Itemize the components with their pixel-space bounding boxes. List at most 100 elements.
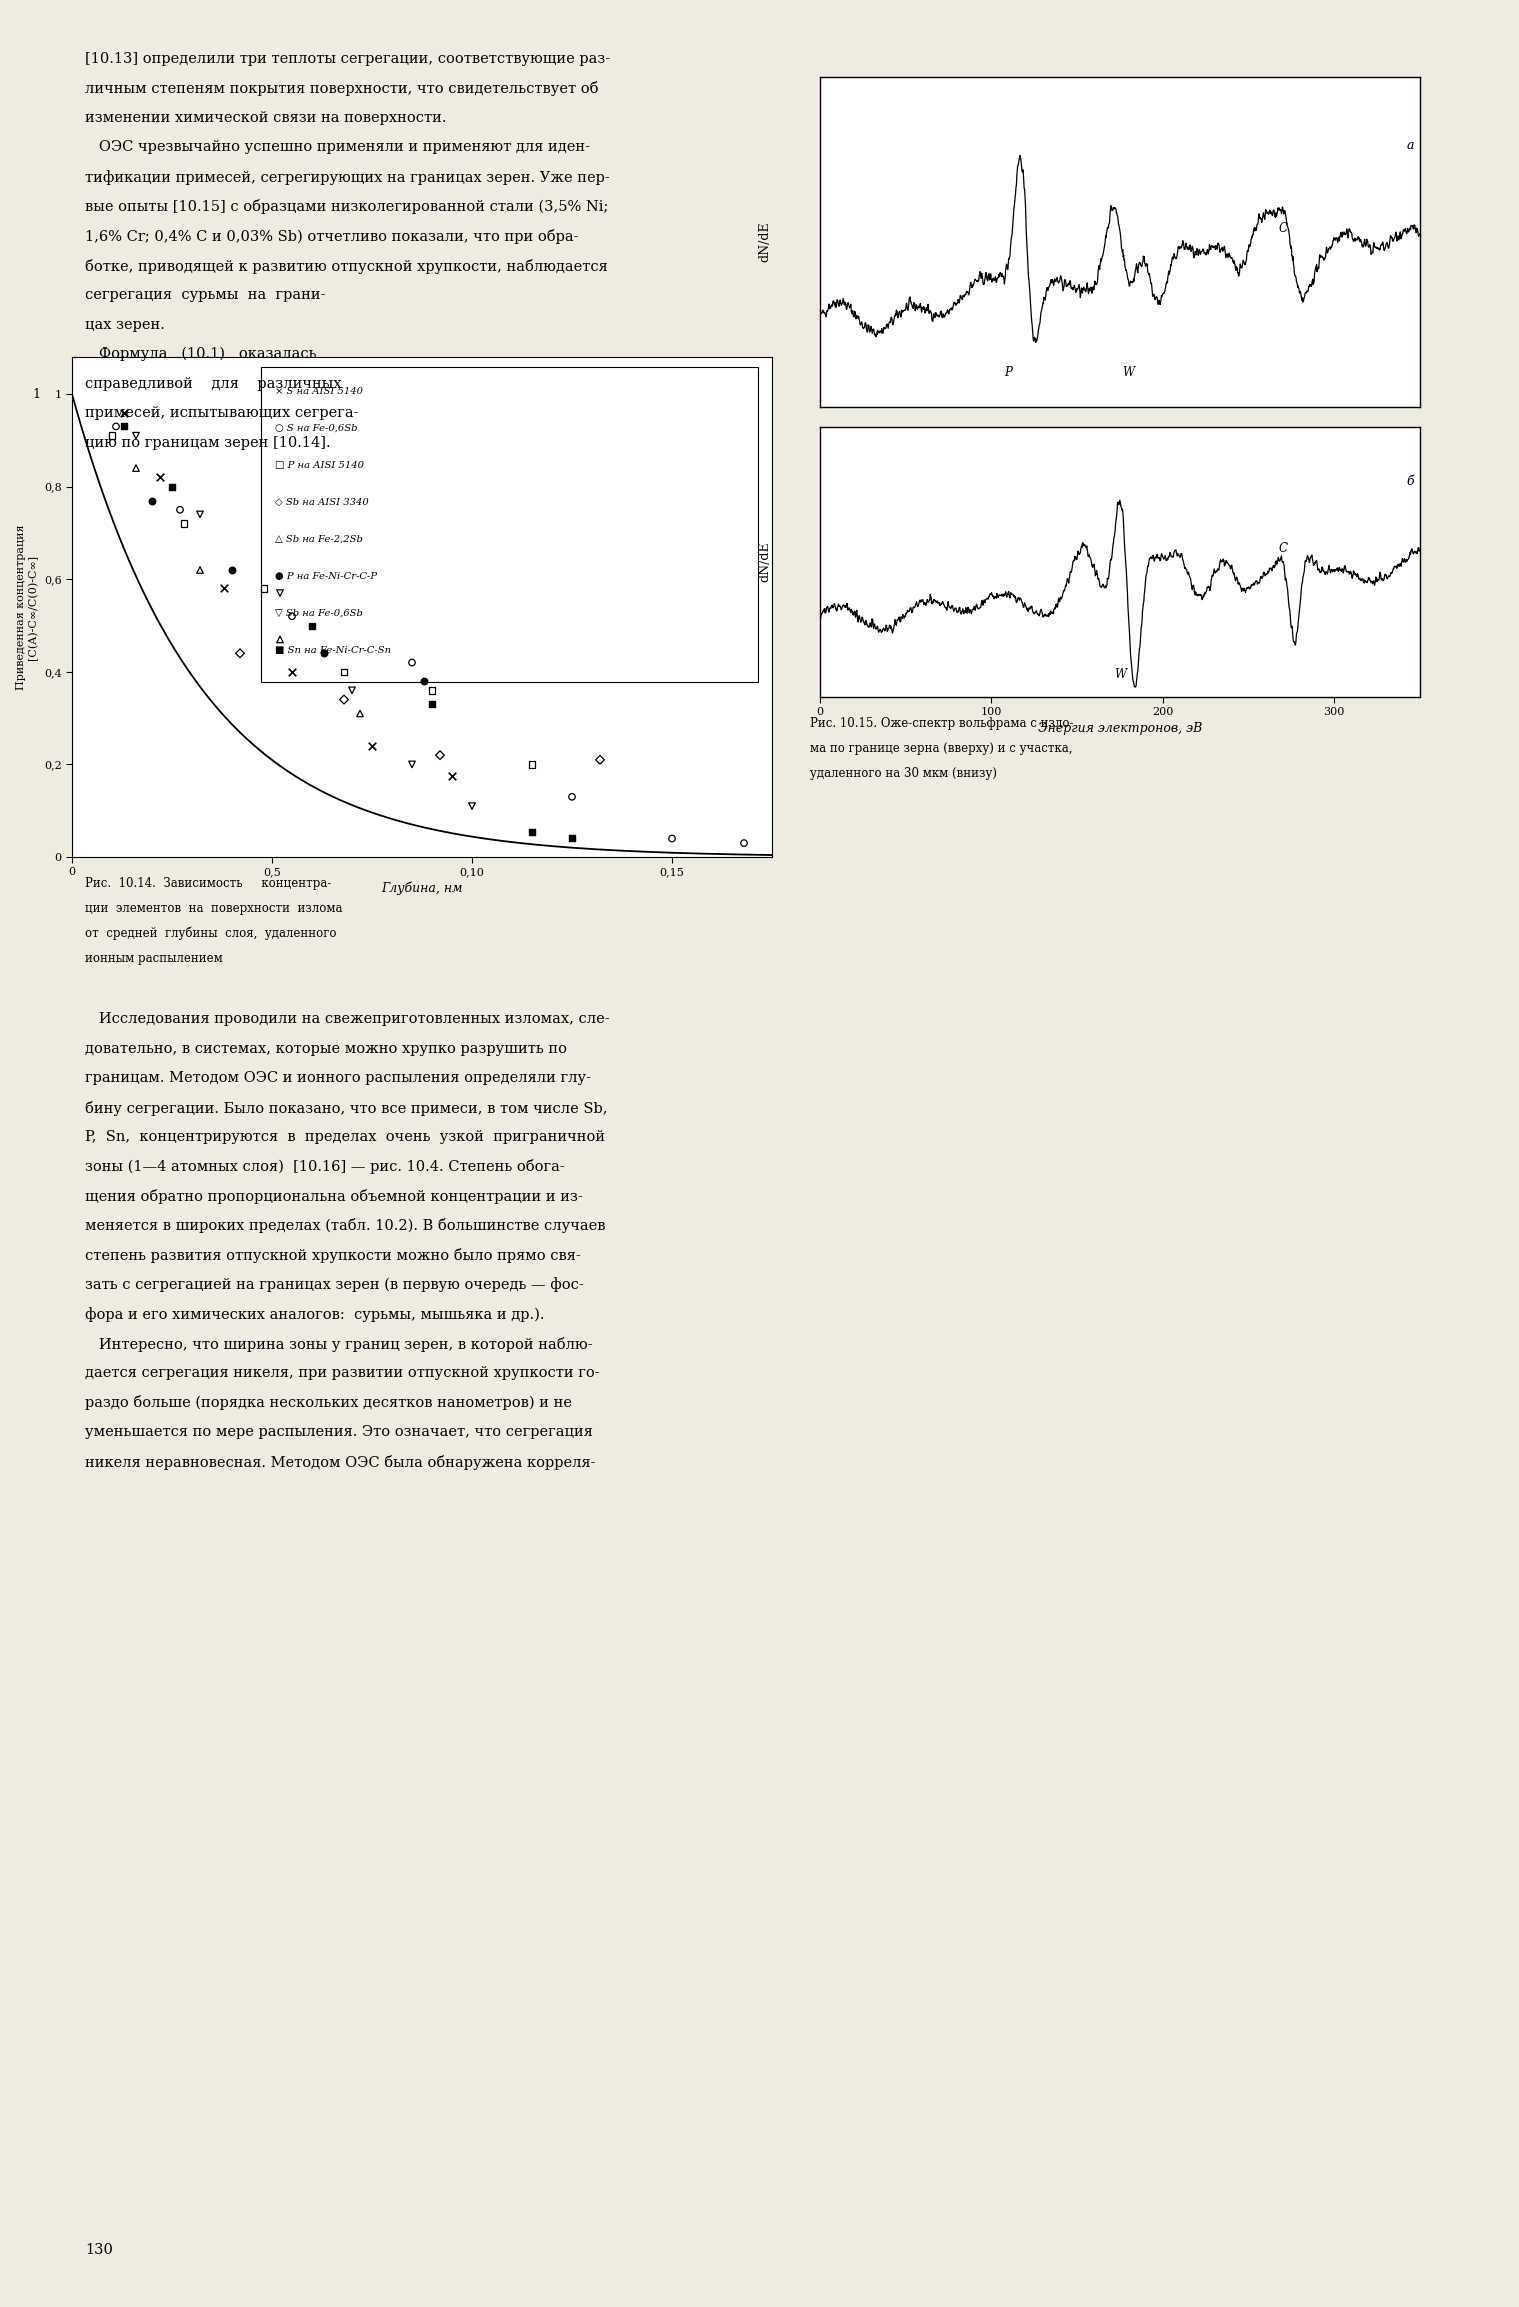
Text: довательно, в системах, которые можно хрупко разрушить по: довательно, в системах, которые можно хр… xyxy=(85,1040,567,1057)
Point xyxy=(112,408,137,445)
Text: сегрегация  сурьмы  на  грани-: сегрегация сурьмы на грани- xyxy=(85,288,325,302)
Text: △ Sb на Fe-2,2Sb: △ Sb на Fe-2,2Sb xyxy=(275,535,363,544)
Point xyxy=(419,685,444,722)
Point xyxy=(172,505,196,542)
Text: а: а xyxy=(1407,138,1414,152)
Point xyxy=(460,787,485,824)
Text: Интересно, что ширина зоны у границ зерен, в которой наблю-: Интересно, что ширина зоны у границ зере… xyxy=(85,1336,592,1352)
Text: dN/dE: dN/dE xyxy=(758,221,772,263)
Text: ции  элементов  на  поверхности  излома: ции элементов на поверхности излома xyxy=(85,902,342,916)
Point xyxy=(519,745,544,782)
Point xyxy=(100,418,125,454)
Text: Рис. 10.15. Оже-спектр вольфрама с изло-: Рис. 10.15. Оже-спектр вольфрама с изло- xyxy=(810,717,1074,729)
Text: ▽ Sb на Fe-0,6Sb: ▽ Sb на Fe-0,6Sb xyxy=(275,609,363,618)
Text: W: W xyxy=(1113,667,1126,681)
Text: справедливой    для    различных: справедливой для различных xyxy=(85,376,342,390)
Point xyxy=(360,727,384,764)
Text: ■ Sn на Fe-Ni-Cr-C-Sn: ■ Sn на Fe-Ni-Cr-C-Sn xyxy=(275,646,390,655)
Point xyxy=(348,694,372,731)
Point xyxy=(588,741,612,777)
Text: от  средней  глубины  слоя,  удаленного: от средней глубины слоя, удаленного xyxy=(85,927,337,941)
Point xyxy=(399,644,424,681)
Point xyxy=(732,824,756,861)
X-axis label: Глубина, нм: Глубина, нм xyxy=(381,881,463,895)
Point xyxy=(519,812,544,849)
Point xyxy=(561,777,585,814)
Text: щения обратно пропорциональна объемной концентрации и из-: щения обратно пропорциональна объемной к… xyxy=(85,1188,583,1204)
Text: □ P на AISI 5140: □ P на AISI 5140 xyxy=(275,461,365,471)
Point xyxy=(188,496,213,533)
Text: зать с сегрегацией на границах зерен (в первую очередь — фос-: зать с сегрегацией на границах зерен (в … xyxy=(85,1278,583,1292)
Point xyxy=(103,408,128,445)
Text: ● P на Fe-Ni-Cr-C-P: ● P на Fe-Ni-Cr-C-P xyxy=(275,572,377,581)
Text: уменьшается по мере распыления. Это означает, что сегрегация: уменьшается по мере распыления. Это озна… xyxy=(85,1426,592,1440)
Point xyxy=(252,570,276,607)
Text: C: C xyxy=(1279,542,1288,556)
Point xyxy=(159,468,184,505)
Point xyxy=(419,671,444,708)
Text: меняется в широких пределах (табл. 10.2). В большинстве случаев: меняется в широких пределах (табл. 10.2)… xyxy=(85,1218,606,1234)
Text: 130: 130 xyxy=(85,2242,112,2256)
Point xyxy=(299,607,324,644)
Text: цию по границам зерен [10.14].: цию по границам зерен [10.14]. xyxy=(85,436,331,450)
Point xyxy=(167,491,191,528)
Text: зоны (1—4 атомных слоя)  [10.16] — рис. 10.4. Степень обога-: зоны (1—4 атомных слоя) [10.16] — рис. 1… xyxy=(85,1160,565,1174)
Text: цах зерен.: цах зерен. xyxy=(85,318,166,332)
Point xyxy=(412,662,436,699)
Bar xyxy=(261,367,758,683)
Point xyxy=(220,551,245,588)
Text: изменении химической связи на поверхности.: изменении химической связи на поверхност… xyxy=(85,111,447,125)
Point xyxy=(311,634,336,671)
Text: степень развития отпускной хрупкости можно было прямо свя-: степень развития отпускной хрупкости мож… xyxy=(85,1248,580,1262)
Point xyxy=(331,653,355,690)
Point xyxy=(112,394,137,431)
Point xyxy=(140,482,164,519)
Text: раздо больше (порядка нескольких десятков нанометров) и не: раздо больше (порядка нескольких десятко… xyxy=(85,1396,573,1410)
Text: б: б xyxy=(1407,475,1414,487)
Text: Рис.  10.14.  Зависимость     концентра-: Рис. 10.14. Зависимость концентра- xyxy=(85,877,331,891)
Point xyxy=(399,745,424,782)
Point xyxy=(147,459,172,496)
Point xyxy=(659,819,684,856)
Text: личным степеням покрытия поверхности, что свидетельствует об: личным степеням покрытия поверхности, чт… xyxy=(85,81,598,97)
Point xyxy=(188,551,213,588)
Point xyxy=(428,736,453,773)
Y-axis label: Приведенная концентрация
[C(A)-C∞/C(0)-C∞]: Приведенная концентрация [C(A)-C∞/C(0)-C… xyxy=(17,524,38,690)
Text: C: C xyxy=(1279,221,1288,235)
Text: P: P xyxy=(1004,367,1013,378)
Text: дается сегрегация никеля, при развитии отпускной хрупкости го-: дается сегрегация никеля, при развитии о… xyxy=(85,1366,600,1380)
Text: вые опыты [10.15] с образцами низколегированной стали (3,5% Ni;: вые опыты [10.15] с образцами низколегир… xyxy=(85,198,609,215)
Point xyxy=(211,570,235,607)
Point xyxy=(561,819,585,856)
Text: удаленного на 30 мкм (внизу): удаленного на 30 мкм (внизу) xyxy=(810,766,996,780)
Text: P,  Sn,  концентрируются  в  пределах  очень  узкой  приграничной: P, Sn, концентрируются в пределах очень … xyxy=(85,1130,605,1144)
Text: ○ S на Fe-0,6Sb: ○ S на Fe-0,6Sb xyxy=(275,424,357,434)
Point xyxy=(125,450,149,487)
Text: 1,6% Cr; 0,4% С и 0,03% Sb) отчетливо показали, что при обра-: 1,6% Cr; 0,4% С и 0,03% Sb) отчетливо по… xyxy=(85,228,579,245)
Text: W: W xyxy=(1123,367,1135,378)
Text: 1: 1 xyxy=(32,388,39,401)
Text: [10.13] определили три теплоты сегрегации, соответствующие раз-: [10.13] определили три теплоты сегрегаци… xyxy=(85,53,611,67)
Text: тификации примесей, сегрегирующих на границах зерен. Уже пер-: тификации примесей, сегрегирующих на гра… xyxy=(85,171,609,185)
Text: примесей, испытывающих сегрега-: примесей, испытывающих сегрега- xyxy=(85,406,358,420)
Point xyxy=(331,681,355,717)
Point xyxy=(228,634,252,671)
Text: ионным распылением: ионным распылением xyxy=(85,953,223,964)
Text: dN/dE: dN/dE xyxy=(758,542,772,581)
Text: Формула   (10.1)   оказалась: Формула (10.1) оказалась xyxy=(85,346,316,362)
Text: никеля неравновесная. Методом ОЭС была обнаружена корреля-: никеля неравновесная. Методом ОЭС была о… xyxy=(85,1453,595,1470)
Text: ма по границе зерна (вверху) и с участка,: ма по границе зерна (вверху) и с участка… xyxy=(810,743,1072,754)
Text: ОЭС чрезвычайно успешно применяли и применяют для иден-: ОЭС чрезвычайно успешно применяли и прим… xyxy=(85,141,589,155)
Text: ◇ Sb на AISI 3340: ◇ Sb на AISI 3340 xyxy=(275,498,369,508)
Point xyxy=(279,598,304,634)
Text: границам. Методом ОЭС и ионного распыления определяли глу-: границам. Методом ОЭС и ионного распылен… xyxy=(85,1070,591,1084)
Text: ботке, приводящей к развитию отпускной хрупкости, наблюдается: ботке, приводящей к развитию отпускной х… xyxy=(85,258,608,275)
Point xyxy=(340,671,365,708)
X-axis label: Энергия электронов, эВ: Энергия электронов, эВ xyxy=(1037,722,1202,734)
Text: Исследования проводили на свежеприготовленных изломах, сле-: Исследования проводили на свежеприготовл… xyxy=(85,1013,609,1027)
Text: бину сегрегации. Было показано, что все примеси, в том числе Sb,: бину сегрегации. Было показано, что все … xyxy=(85,1100,608,1117)
Point xyxy=(267,621,292,657)
Text: × S на AISI 5140: × S на AISI 5140 xyxy=(275,388,363,397)
Point xyxy=(279,653,304,690)
Text: фора и его химических аналогов:  сурьмы, мышьяка и др.).: фора и его химических аналогов: сурьмы, … xyxy=(85,1308,544,1322)
